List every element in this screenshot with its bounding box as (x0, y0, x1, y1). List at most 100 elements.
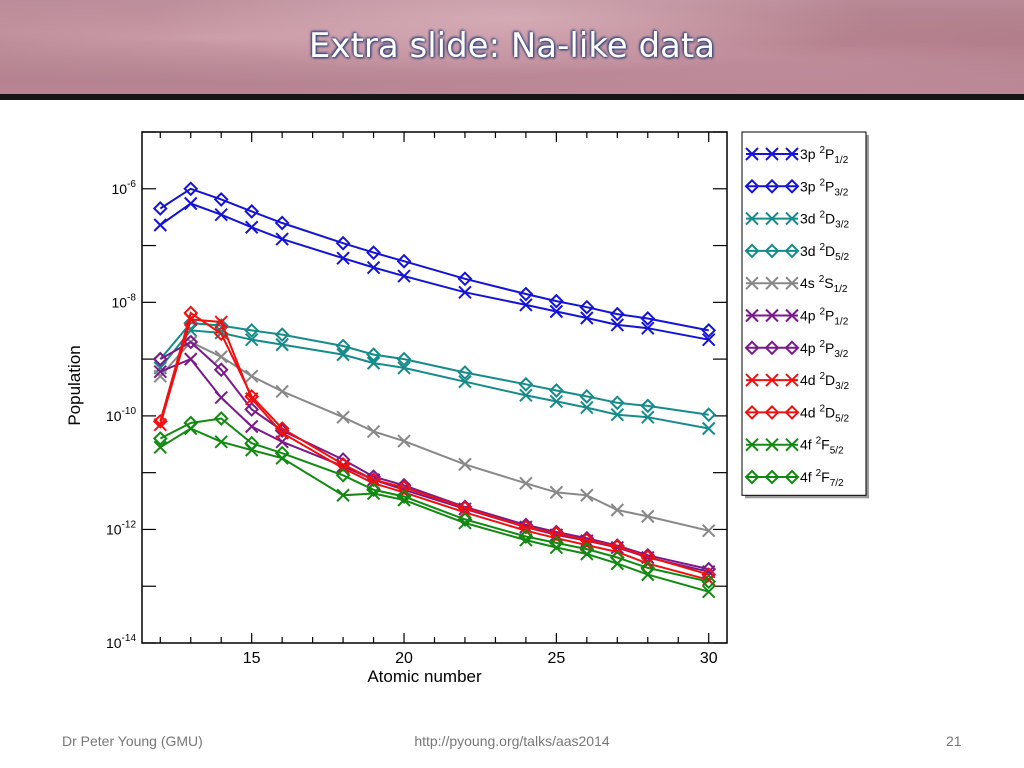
data-point (336, 251, 350, 265)
legend-entry: 4p 2P1/2 (800, 307, 849, 328)
legend-entry: 3p 2P1/2 (800, 145, 849, 166)
data-point (183, 305, 199, 321)
y-tick-label: 10-6 (112, 179, 137, 197)
data-point (244, 419, 259, 434)
y-tick-label: 10-8 (112, 292, 137, 310)
legend-marker (785, 437, 799, 452)
data-point (518, 519, 534, 535)
plot-frame (141, 131, 728, 644)
header-banner (0, 0, 1024, 96)
data-point (214, 435, 228, 449)
data-point (274, 215, 290, 231)
data-point (366, 260, 381, 275)
data-point (244, 323, 260, 338)
legend-marker (745, 147, 759, 161)
data-point (152, 413, 168, 429)
footer-author: Dr Peter Young (GMU) (62, 733, 203, 749)
legend-marker (764, 178, 780, 194)
data-point (183, 415, 199, 431)
data-point (397, 269, 411, 283)
x-tick-label: 15 (243, 650, 261, 667)
legend-entry: 4d 2D5/2 (800, 403, 849, 424)
legend-marker (764, 404, 780, 420)
legend-marker (784, 340, 800, 356)
data-point (548, 535, 564, 551)
legend-marker (744, 243, 760, 259)
legend-box (741, 131, 867, 496)
footer-url: http://pyoung.org/talks/aas2014 (414, 733, 610, 749)
data-point (519, 298, 533, 312)
legend-marker (784, 404, 800, 420)
legend-marker (785, 147, 799, 161)
header-divider (0, 94, 1024, 100)
data-point (702, 585, 716, 599)
data-point (610, 318, 625, 332)
data-point (548, 293, 564, 309)
data-point (580, 488, 594, 502)
data-point (549, 304, 564, 319)
legend-entry: 4d 2D3/2 (800, 371, 849, 392)
data-point (335, 467, 351, 483)
y-tick-label: 10-14 (106, 633, 136, 651)
legend-marker (745, 211, 759, 226)
data-point (640, 311, 656, 326)
data-point (701, 323, 717, 338)
data-point (336, 410, 350, 424)
x-tick-label: 25 (547, 650, 565, 667)
data-point (213, 326, 229, 342)
data-point (609, 395, 625, 411)
data-point (701, 567, 717, 583)
legend-marker (745, 373, 759, 387)
data-point (458, 516, 472, 530)
data-point (335, 452, 351, 467)
data-point (184, 352, 198, 366)
legend-marker (785, 276, 799, 290)
legend-marker (785, 211, 799, 226)
data-point (518, 376, 534, 392)
data-point (549, 485, 564, 500)
legend-marker (744, 469, 760, 485)
data-point (214, 390, 228, 405)
legend-marker (785, 308, 799, 323)
legend-marker (764, 243, 780, 259)
x-tick-label: 20 (395, 650, 413, 667)
data-point (458, 457, 472, 472)
legend-marker (764, 340, 780, 356)
data-point (275, 426, 289, 440)
legend-entry: 3d 2D3/2 (800, 210, 849, 231)
legend-marker (765, 147, 779, 161)
data-point (184, 196, 198, 211)
data-point (213, 191, 229, 207)
data-point (641, 321, 655, 335)
data-point (153, 440, 167, 454)
legend-marker (785, 373, 799, 387)
legend-entry: 4s 2S1/2 (800, 274, 848, 295)
legend-marker (784, 469, 800, 485)
data-point (244, 220, 259, 234)
data-point (579, 541, 595, 557)
data-point (640, 398, 656, 414)
legend-marker (765, 308, 779, 323)
data-point (396, 479, 412, 495)
data-point (641, 410, 655, 424)
data-point (641, 509, 655, 524)
y-tick-label: 10-10 (106, 406, 136, 424)
data-point (457, 271, 473, 287)
data-point (366, 424, 381, 439)
data-point (275, 384, 289, 399)
data-point (579, 389, 595, 404)
data-point (275, 337, 289, 352)
data-point (640, 560, 656, 576)
legend-marker (784, 178, 800, 194)
data-point (183, 181, 199, 197)
data-point (610, 407, 625, 422)
data-point (153, 218, 167, 232)
data-point (183, 315, 199, 331)
legend-marker (745, 308, 759, 323)
data-point (274, 327, 290, 343)
x-tick-label: 30 (700, 650, 718, 667)
data-point (579, 532, 595, 548)
data-point (244, 369, 259, 383)
data-point (335, 338, 351, 354)
legend-marker (765, 437, 779, 452)
